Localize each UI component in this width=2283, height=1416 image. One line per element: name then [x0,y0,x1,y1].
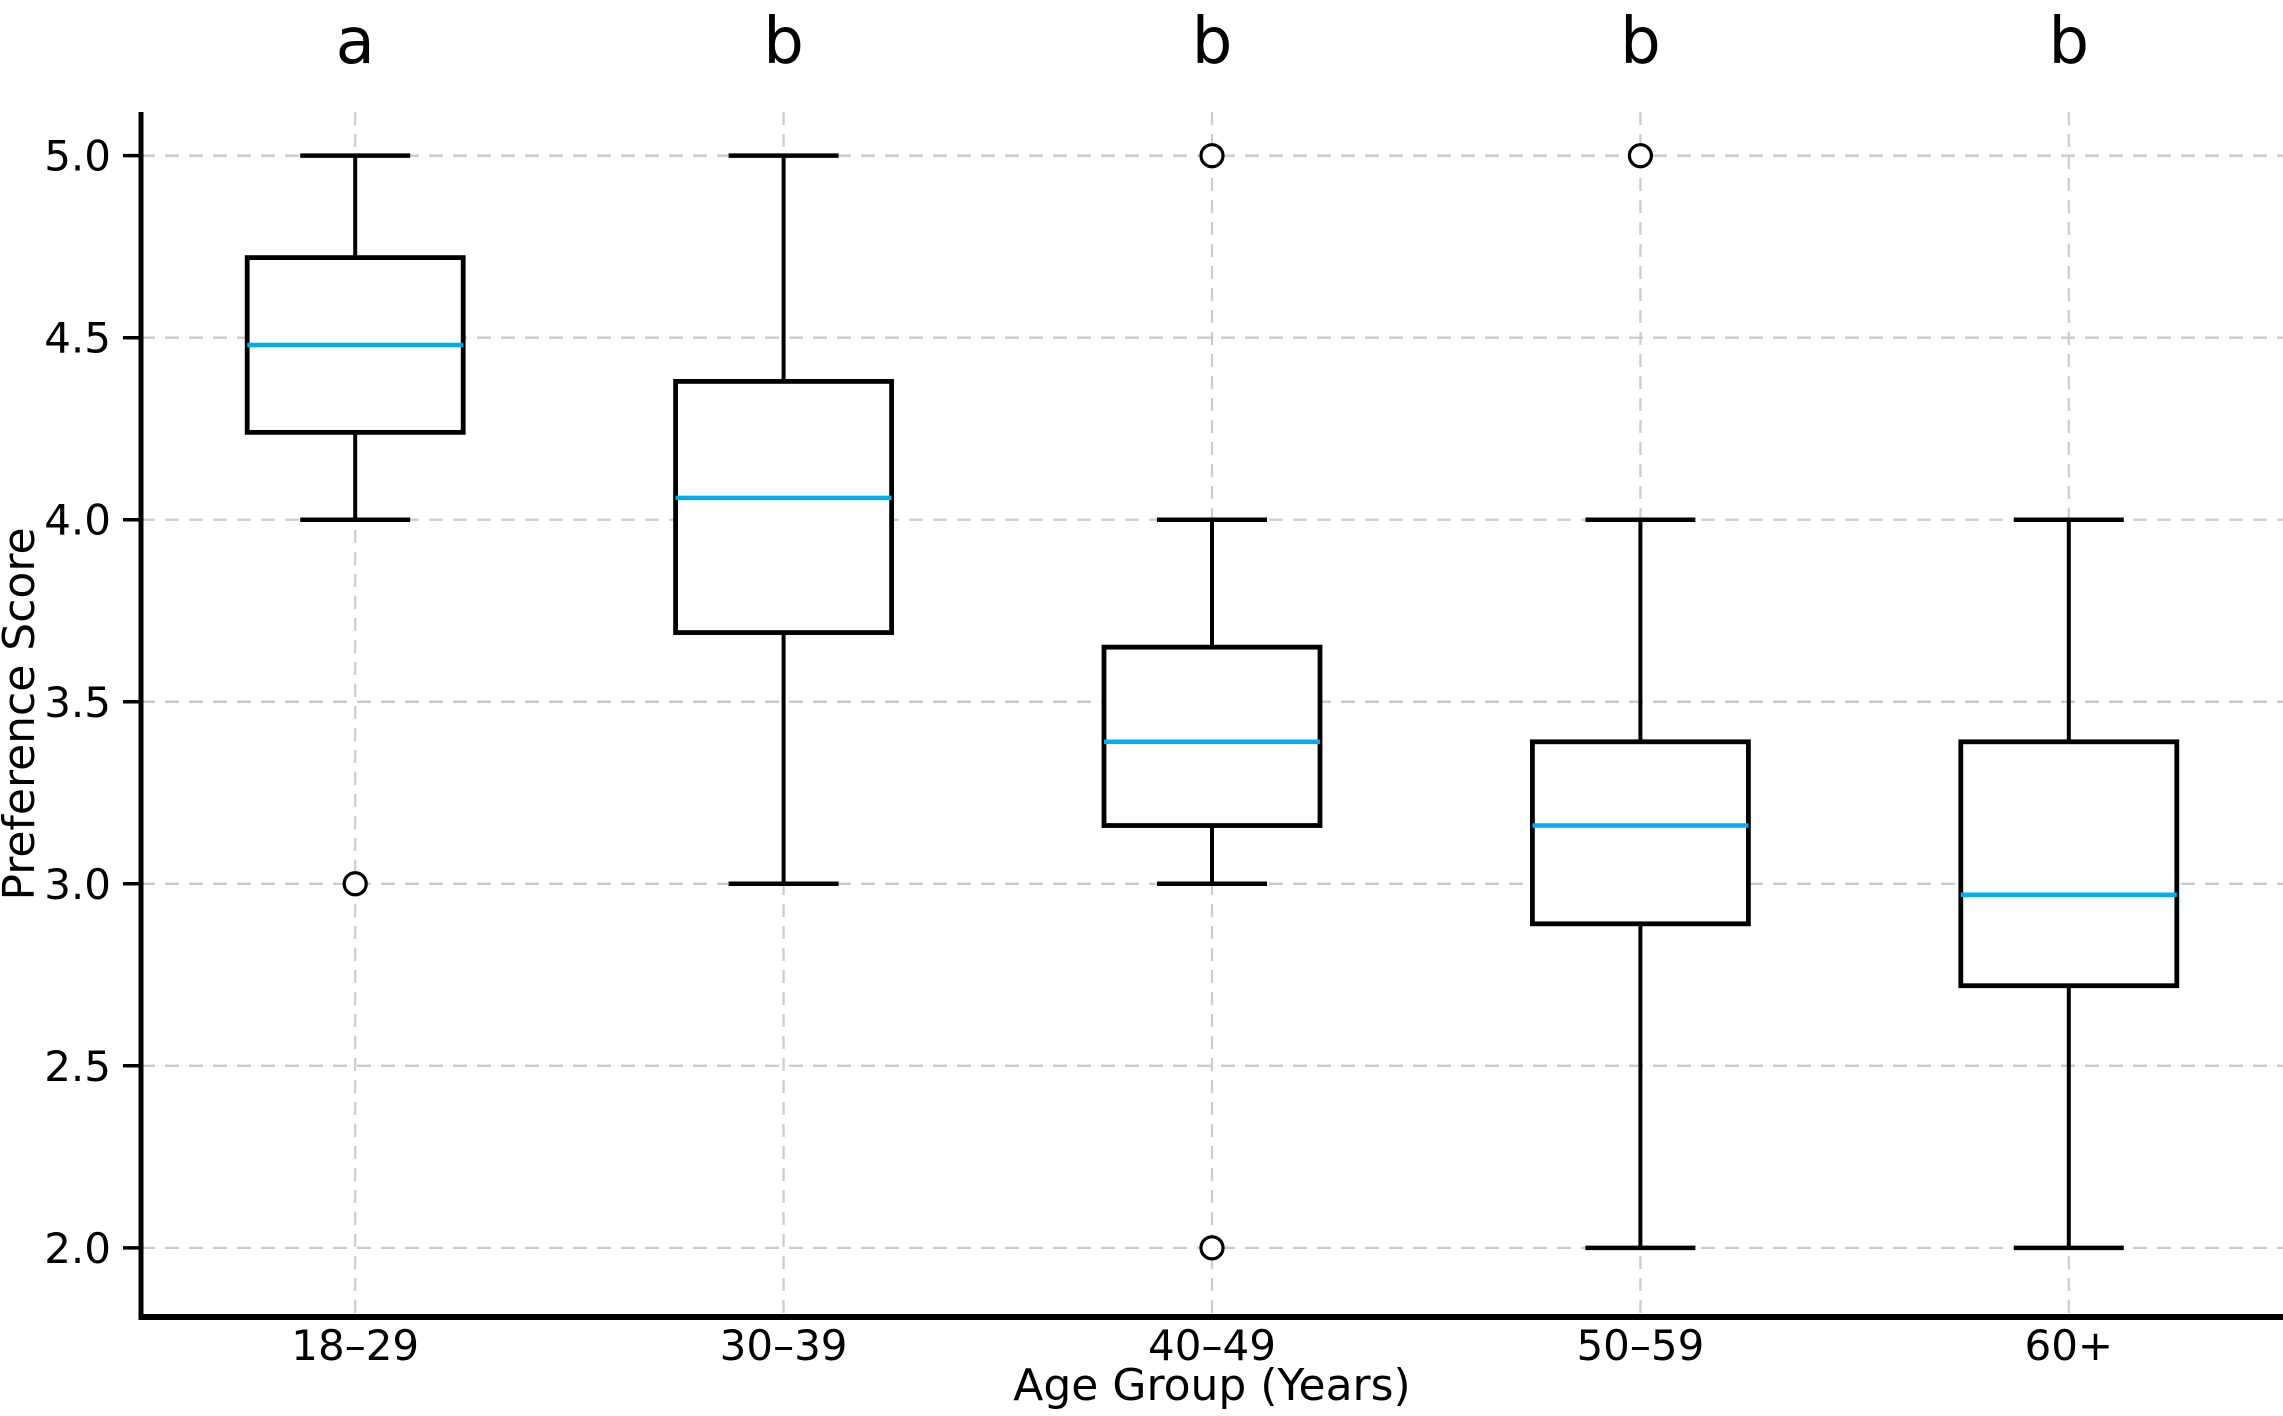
y-tick-label: 3.5 [44,678,111,727]
y-tick-label: 4.0 [44,496,111,545]
group-2-box [673,378,894,635]
y-tick-label: 2.0 [44,1224,111,1273]
group-3-box [1101,644,1323,828]
group-3-outlier [1199,143,1225,169]
group-4-box [1530,739,1751,927]
chart-layer: 2.0 2.5 3.0 3.5 4.0 4.5 5.0 18–29 30–39 40–49 50–5… [44,5,2283,1370]
x-tick-label-1: 18–29 [291,1321,419,1370]
x-tick-label-3: 40–49 [1148,1321,1276,1370]
group-4-outlier [1627,143,1654,169]
y-axis-title: Preference Score [0,527,45,900]
group-2-significance-letter: b [763,5,804,79]
y-tick-label: 3.0 [44,860,111,909]
y-tick-label: 5.0 [44,132,111,181]
group-3-outlier [1199,1235,1225,1261]
x-axis-title: Age Group (Years) [1013,1360,1410,1411]
group-4-significance-letter: b [1620,5,1661,79]
x-tick-label-2: 30–39 [720,1321,848,1370]
y-tick-label: 2.5 [44,1042,111,1091]
group-1-significance-letter: a [336,5,375,79]
group-5-significance-letter: b [2048,5,2089,79]
group-5-box [1958,739,2180,989]
group-3-significance-letter: b [1192,5,1233,79]
group-1-outlier [342,871,368,897]
x-tick-label-5: 60+ [2024,1321,2113,1370]
x-tick-label-4: 50–59 [1576,1321,1704,1370]
y-tick-label: 4.5 [44,314,111,363]
